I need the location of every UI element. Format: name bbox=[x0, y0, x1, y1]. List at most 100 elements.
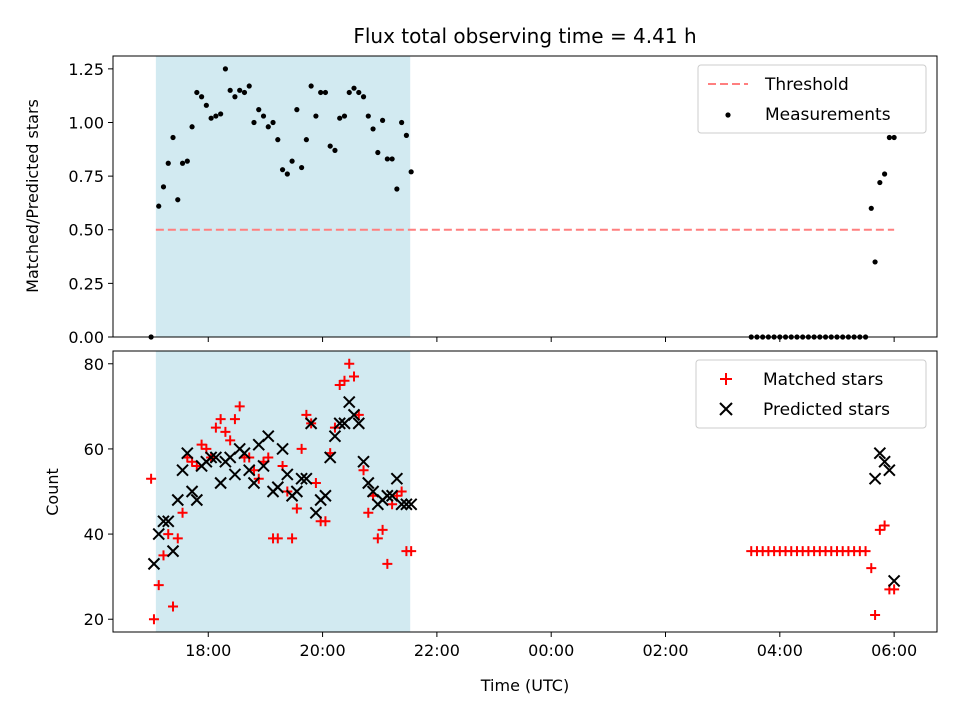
measurement-point bbox=[260, 113, 267, 119]
measurement-point bbox=[170, 134, 176, 141]
measurement-point bbox=[872, 259, 878, 265]
bottom-legend-box bbox=[695, 359, 927, 429]
matched-star-point bbox=[148, 614, 159, 625]
measurement-point bbox=[877, 179, 883, 186]
measurement-point bbox=[394, 186, 400, 192]
predicted-star-point bbox=[214, 476, 227, 490]
measurement-point bbox=[246, 83, 252, 89]
top-y-axis-ticks: 0.00 0.25 0.50 0.75 1.00 1.25 bbox=[68, 60, 113, 347]
measurement-point bbox=[379, 117, 386, 123]
x-tick-label: 20:00 bbox=[300, 641, 346, 660]
x-tick-label: 00:00 bbox=[528, 641, 574, 660]
measurement-point bbox=[356, 89, 362, 96]
predicted-star-point bbox=[238, 446, 251, 460]
measurement-point bbox=[165, 160, 171, 166]
y-tick: 80 bbox=[84, 355, 113, 374]
predicted-star-point bbox=[319, 489, 332, 502]
predicted-star-point bbox=[390, 472, 404, 485]
measurement-point bbox=[389, 156, 395, 162]
x-tick-label: 06:00 bbox=[871, 641, 917, 660]
chart-title: Flux total observing time = 4.41 h bbox=[353, 24, 696, 48]
predicted-star-point bbox=[295, 472, 308, 485]
predicted-star-point bbox=[157, 515, 170, 528]
y-tick-label: 60 bbox=[84, 440, 104, 459]
matched-star-point bbox=[210, 422, 221, 433]
predicted-star-point bbox=[868, 472, 882, 485]
matched-star-point bbox=[229, 414, 240, 425]
measurement-point bbox=[256, 107, 262, 113]
bottom-panel: 20 40 60 80 18:00 20:00 22:00 00:00 02:00 04:00 0… bbox=[43, 350, 938, 695]
measurement-point bbox=[160, 184, 167, 190]
x-tick: 06:00 bbox=[871, 632, 917, 660]
measurement-point bbox=[203, 102, 209, 108]
matched-star-point bbox=[879, 520, 890, 531]
measurement-point bbox=[213, 113, 219, 119]
predicted-star-point bbox=[176, 464, 189, 477]
legend-threshold-label: Threshold bbox=[764, 75, 849, 95]
predicted-star-point bbox=[204, 451, 218, 464]
predicted-star-point bbox=[362, 476, 375, 490]
matched-star-point bbox=[358, 465, 369, 476]
x-tick-label: 22:00 bbox=[414, 641, 460, 660]
predicted-star-point bbox=[171, 493, 184, 507]
predicted-star-point bbox=[209, 451, 223, 464]
predicted-star-point bbox=[166, 544, 180, 558]
y-tick-label: 0.00 bbox=[68, 328, 104, 347]
matched-star-point bbox=[310, 477, 321, 488]
x-tick: 18:00 bbox=[185, 632, 231, 660]
measurement-point bbox=[275, 137, 281, 143]
measurement-point bbox=[237, 87, 243, 93]
measurement-point bbox=[218, 111, 224, 117]
top-observing-window-shade bbox=[155, 56, 411, 337]
measurement-point bbox=[322, 89, 329, 96]
measurement-point bbox=[184, 158, 190, 164]
measurement-point bbox=[882, 171, 888, 177]
measurement-point bbox=[208, 115, 214, 121]
bottom-y-axis-label: Count bbox=[43, 468, 62, 516]
matched-star-point bbox=[344, 358, 355, 369]
y-tick: 20 bbox=[84, 610, 113, 629]
matched-star-point bbox=[225, 435, 236, 446]
x-tick-label: 18:00 bbox=[185, 641, 231, 660]
measurement-point bbox=[156, 203, 162, 209]
matched-star-point bbox=[353, 409, 364, 420]
predicted-star-point bbox=[323, 451, 337, 464]
measurement-point bbox=[198, 94, 205, 100]
predicted-star-point bbox=[304, 417, 318, 430]
measurement-point bbox=[227, 87, 233, 93]
matched-star-point bbox=[153, 580, 164, 591]
predicted-star-point bbox=[404, 498, 418, 511]
matched-star-point bbox=[320, 516, 331, 527]
y-tick: 1.25 bbox=[68, 60, 113, 79]
measurement-point bbox=[299, 164, 305, 171]
predicted-star-point bbox=[262, 429, 275, 443]
predicted-star-point bbox=[243, 464, 256, 477]
top-panel: Flux total observing time = 4.41 h 0.000… bbox=[23, 24, 938, 347]
x-tick: 04:00 bbox=[757, 632, 803, 660]
measurement-point bbox=[179, 160, 186, 166]
matched-star-point bbox=[870, 609, 881, 620]
predicted-star-point bbox=[887, 574, 901, 588]
predicted-star-point bbox=[873, 446, 887, 460]
y-tick: 1.00 bbox=[68, 113, 113, 132]
matched-star-point bbox=[406, 546, 417, 557]
matched-star-point bbox=[177, 507, 188, 518]
top-legend-box bbox=[697, 64, 927, 134]
measurement-point bbox=[408, 169, 414, 175]
predicted-star-point bbox=[276, 442, 289, 456]
bottom-x-axis-ticks: 18:00 20:00 22:00 00:00 02:00 04:00 06:00 bbox=[185, 632, 917, 660]
matched-star-point bbox=[191, 460, 202, 471]
measurement-point bbox=[346, 89, 352, 96]
measurement-point bbox=[399, 119, 405, 126]
legend-predicted-label: Predicted stars bbox=[763, 400, 890, 420]
y-tick-label: 1.25 bbox=[68, 60, 104, 79]
predicted-star-point bbox=[190, 493, 204, 507]
matched-star-point bbox=[296, 443, 307, 454]
predicted-star-point bbox=[381, 489, 394, 502]
measurement-point bbox=[375, 149, 381, 156]
measurement-point bbox=[189, 124, 195, 130]
matched-star-point bbox=[860, 546, 871, 557]
measurement-point bbox=[318, 89, 324, 96]
predicted-star-point bbox=[878, 455, 891, 468]
matched-star-point bbox=[339, 375, 350, 386]
